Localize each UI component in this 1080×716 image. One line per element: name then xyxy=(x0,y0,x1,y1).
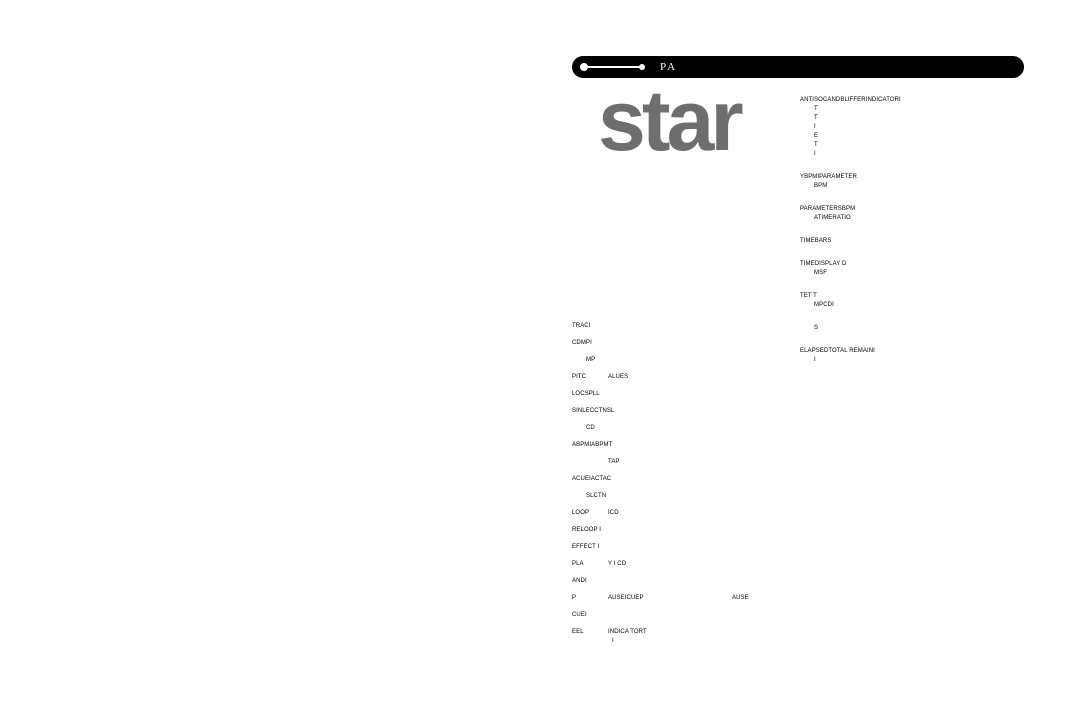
left-row: CD xyxy=(572,424,872,434)
left-cell: SLCTN xyxy=(586,492,606,502)
right-line: YBPMIPARAMETER xyxy=(800,173,1050,182)
left-cell: LOCSPLL xyxy=(572,390,600,400)
left-cell: ABPMIABPMT xyxy=(572,441,612,451)
right-block: ANTISOCANDBLIFFERINDICATORITTIETI xyxy=(800,96,1050,159)
header-line-icon xyxy=(588,66,640,68)
left-row: PITC ALUES xyxy=(572,373,872,383)
left-cell: MP xyxy=(586,356,595,366)
left-cell: P xyxy=(572,594,576,604)
footer-mark: I xyxy=(612,638,614,644)
left-cell: PITC xyxy=(572,373,586,383)
left-row: SINLECCTNSL xyxy=(572,407,872,417)
left-cell: SINLECCTNSL xyxy=(572,407,614,417)
left-row: SLCTN xyxy=(572,492,872,502)
left-cell: INDICA TORT xyxy=(608,628,647,638)
header-label: PA xyxy=(660,61,677,73)
right-line: T xyxy=(800,105,1050,114)
left-cell: AUSEICUEP xyxy=(608,594,644,604)
right-line: I xyxy=(800,150,1050,159)
right-line: T xyxy=(800,114,1050,123)
left-row: TRACI xyxy=(572,322,872,332)
left-cell: ANDI xyxy=(572,577,587,587)
header-dot-icon xyxy=(580,63,588,71)
left-row: ANDI xyxy=(572,577,872,587)
right-line: PARAMETERSBPM xyxy=(800,205,1050,214)
right-block: TIMEBARS xyxy=(800,237,1050,246)
left-row: CUEI xyxy=(572,611,872,621)
right-line: ANTISOCANDBLIFFERINDICATORI xyxy=(800,96,1050,105)
right-line: ATIMERATIO xyxy=(800,214,1050,223)
left-row: P AUSEICUEP AUSE xyxy=(572,594,872,604)
right-line: BPM xyxy=(800,182,1050,191)
left-cell: PLA xyxy=(572,560,584,570)
right-line: TIMEDISPLAY D xyxy=(800,260,1050,269)
right-block: YBPMIPARAMETERBPM xyxy=(800,173,1050,191)
left-row: EFFECT I xyxy=(572,543,872,553)
left-cell: ICD xyxy=(608,509,619,519)
right-block: TIMEDISPLAY DMSF xyxy=(800,260,1050,278)
right-line: MSF xyxy=(800,269,1050,278)
right-line: TIMEBARS xyxy=(800,237,1050,246)
right-line: E xyxy=(800,132,1050,141)
left-cell: RELOOP I xyxy=(572,526,601,536)
left-cell: EFFECT I xyxy=(572,543,599,553)
left-row: LOCSPLL xyxy=(572,390,872,400)
left-cell: EEL xyxy=(572,628,584,638)
left-cell: TRACI xyxy=(572,322,591,332)
left-row: MP xyxy=(572,356,872,366)
left-row: CDMPI xyxy=(572,339,872,349)
right-line: T xyxy=(800,141,1050,150)
left-cell: CD xyxy=(586,424,595,434)
left-row: TAP xyxy=(572,458,872,468)
right-line: I xyxy=(800,123,1050,132)
left-cell: ALUES xyxy=(608,373,628,383)
left-row: LOOP ICD xyxy=(572,509,872,519)
left-cell: CUEI xyxy=(572,611,587,621)
left-cell: AUSE xyxy=(732,594,749,604)
logo-text: star xyxy=(598,78,740,164)
right-line: MPCDI xyxy=(800,301,1050,310)
left-cell: Y I CD xyxy=(608,560,626,570)
left-row: ABPMIABPMT xyxy=(572,441,872,451)
left-column: TRACI CDMPI MPPITC ALUES LOCSPLL SINLECCTNSL C… xyxy=(572,322,872,645)
left-row: EEL INDICA TORT xyxy=(572,628,872,638)
right-line: TET T xyxy=(800,292,1050,301)
right-block: PARAMETERSBPMATIMERATIO xyxy=(800,205,1050,223)
left-cell: TAP xyxy=(608,458,620,468)
left-cell: CDMPI xyxy=(572,339,592,349)
left-row: RELOOP I xyxy=(572,526,872,536)
left-cell: ACUEIACTAC xyxy=(572,475,611,485)
right-block: TET TMPCDI xyxy=(800,292,1050,310)
left-row: ACUEIACTAC xyxy=(572,475,872,485)
left-cell: LOOP xyxy=(572,509,589,519)
left-row: PLA Y I CD xyxy=(572,560,872,570)
